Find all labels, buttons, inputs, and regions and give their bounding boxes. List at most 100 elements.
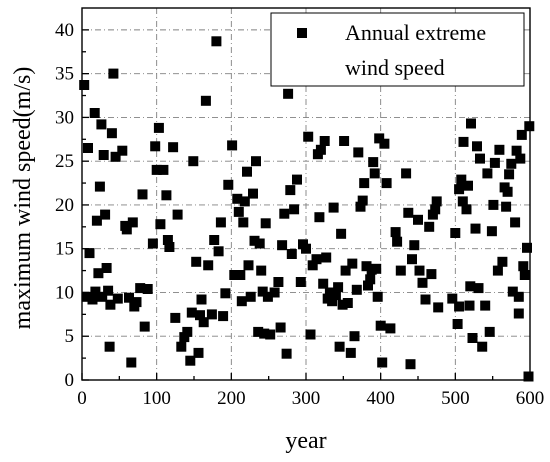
x-tick-label: 0	[77, 388, 87, 409]
data-point	[372, 291, 383, 302]
data-point	[463, 180, 473, 191]
data-point	[81, 291, 92, 302]
data-point	[256, 265, 267, 276]
data-point	[450, 228, 461, 238]
data-point	[407, 254, 417, 265]
data-point	[433, 302, 444, 313]
y-tick-label: 30	[55, 107, 74, 128]
data-point	[371, 263, 382, 274]
y-tick-label: 35	[55, 64, 74, 85]
data-point	[153, 122, 164, 133]
data-point	[103, 285, 114, 296]
data-point	[484, 326, 495, 337]
data-point	[464, 300, 475, 311]
data-point	[381, 178, 392, 189]
y-tick-label: 10	[55, 282, 74, 303]
data-point	[305, 329, 316, 340]
data-point	[377, 357, 388, 368]
x-tick-label: 100	[142, 388, 171, 409]
data-point	[200, 95, 211, 106]
data-point	[104, 341, 115, 352]
data-point	[232, 193, 243, 204]
data-point	[215, 217, 226, 228]
data-point	[363, 280, 373, 291]
data-point	[137, 189, 148, 200]
data-point	[168, 142, 179, 153]
data-point	[311, 254, 322, 265]
data-point	[170, 312, 181, 323]
data-point	[283, 88, 294, 99]
data-point	[403, 207, 414, 218]
data-point	[253, 326, 264, 337]
data-point	[466, 118, 476, 129]
data-point	[198, 317, 209, 328]
data-point	[365, 274, 376, 285]
data-point	[151, 164, 162, 175]
data-point	[524, 121, 535, 132]
data-point	[504, 169, 515, 180]
data-point	[454, 301, 465, 312]
data-point	[467, 333, 478, 343]
data-point	[158, 164, 169, 175]
data-point	[127, 217, 138, 228]
data-point	[390, 227, 401, 238]
data-point	[94, 181, 105, 192]
data-point	[101, 263, 112, 273]
data-point	[314, 212, 325, 223]
data-point	[79, 80, 90, 90]
data-point	[480, 300, 491, 311]
data-point	[475, 153, 485, 164]
data-point	[220, 288, 231, 299]
data-point	[477, 341, 488, 352]
data-point	[328, 202, 339, 213]
data-point	[185, 355, 196, 366]
data-point	[135, 283, 146, 294]
data-point	[108, 68, 119, 79]
data-point	[452, 319, 463, 329]
data-point	[191, 256, 202, 267]
data-point	[235, 270, 246, 280]
data-point	[281, 348, 292, 359]
data-point	[161, 190, 172, 201]
data-point	[164, 242, 175, 252]
data-point	[236, 296, 247, 307]
data-point	[461, 204, 472, 215]
data-point	[93, 268, 104, 279]
data-point	[417, 277, 428, 288]
data-point	[279, 208, 290, 219]
data-point	[262, 291, 273, 302]
data-point	[413, 214, 423, 225]
data-point	[218, 311, 229, 322]
data-point	[195, 310, 205, 321]
data-point	[414, 265, 425, 276]
data-point	[385, 323, 396, 334]
axis-ticks	[81, 29, 531, 381]
data-point	[90, 286, 101, 297]
data-point	[96, 119, 107, 130]
data-point	[124, 292, 134, 303]
data-point	[277, 240, 288, 251]
data-point	[482, 168, 493, 179]
data-point	[259, 328, 270, 339]
data-point	[486, 226, 497, 237]
data-point	[97, 291, 108, 302]
data-point	[361, 261, 372, 272]
data-point	[269, 287, 280, 298]
x-tick-label: 400	[366, 388, 395, 409]
data-point	[359, 178, 370, 189]
data-point	[337, 299, 348, 310]
data-point	[89, 108, 100, 118]
data-point	[405, 359, 416, 370]
data-point	[193, 347, 204, 358]
data-point	[518, 261, 529, 272]
data-point	[334, 341, 345, 352]
data-point	[426, 269, 437, 280]
data-point	[307, 260, 318, 271]
data-point	[150, 141, 161, 152]
data-point	[155, 219, 166, 230]
x-tick-label: 600	[516, 388, 545, 409]
y-tick-label: 25	[55, 151, 74, 172]
data-point	[239, 196, 250, 207]
x-tick-labels: 0 100 200 300 400 500 600	[77, 388, 544, 409]
